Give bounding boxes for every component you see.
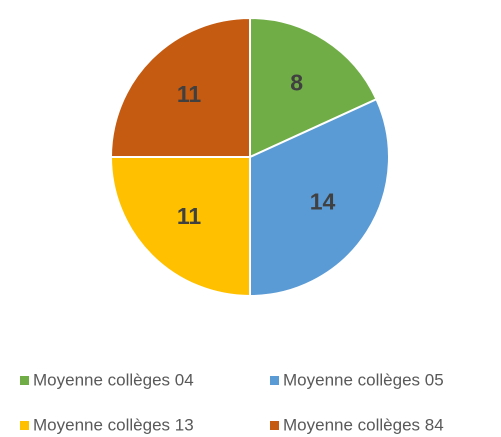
pie-slice <box>109 156 251 298</box>
pie-slice <box>249 97 390 298</box>
legend-marker <box>270 421 279 430</box>
legend-marker <box>20 421 29 430</box>
legend-label: Moyenne collèges 84 <box>283 415 444 434</box>
legend-marker <box>270 376 279 385</box>
legend-marker <box>20 376 29 385</box>
pie-slice <box>249 16 378 159</box>
data-label: 8 <box>290 70 303 96</box>
data-label: 11 <box>177 81 202 107</box>
legend-label: Moyenne collèges 05 <box>283 370 444 389</box>
data-label: 11 <box>177 203 202 229</box>
legend-label: Moyenne collèges 04 <box>33 370 194 389</box>
legend-label: Moyenne collèges 13 <box>33 415 194 434</box>
data-label: 14 <box>310 189 336 215</box>
pie-slice <box>109 16 251 158</box>
